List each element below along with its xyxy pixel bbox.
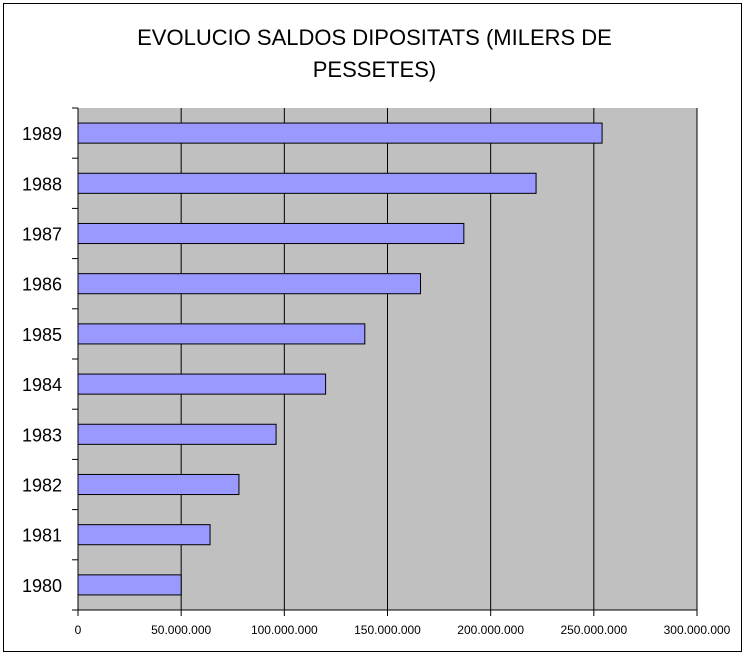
bar-1986 [77, 273, 422, 295]
bar-1982 [77, 473, 240, 496]
x-tick-label: 50.000.000 [151, 623, 211, 637]
y-tick-label: 1981 [22, 526, 62, 546]
y-ticks: 1980 1981 1982 1983 1984 1985 1986 1987 1988 1989 [22, 107, 78, 611]
y-tick-label: 1984 [22, 375, 62, 395]
bar-1988 [77, 172, 537, 194]
y-tick-label: 1986 [22, 275, 62, 295]
x-tick-label: 200.000.000 [457, 623, 524, 637]
bar-1984 [77, 373, 327, 395]
bar-1981 [77, 524, 211, 546]
y-tick-label: 1985 [22, 325, 62, 345]
bar-1983 [77, 423, 277, 445]
y-tick-label: 1980 [22, 576, 62, 596]
x-tick-label: 150.000.000 [354, 623, 421, 637]
x-tick-label: 300.000.000 [664, 623, 731, 637]
bar-1980 [77, 574, 182, 596]
bars [77, 122, 603, 596]
x-ticks: 0 50.000.000 100.000.000 150.000.000 200.000… [75, 610, 731, 637]
x-tick-label: 0 [75, 623, 82, 637]
y-tick-label: 1989 [22, 124, 62, 144]
chart-title: EVOLUCIO SALDOS DIPOSITATS (MILERS DE PE… [0, 22, 749, 86]
x-tick-label: 100.000.000 [251, 623, 318, 637]
y-tick-label: 1983 [22, 425, 62, 445]
bar-1985 [77, 323, 366, 345]
y-tick-label: 1987 [22, 225, 62, 245]
y-tick-label: 1982 [22, 476, 62, 496]
x-tick-label: 250.000.000 [560, 623, 627, 637]
bar-1987 [77, 222, 465, 245]
chart-title-line-1: EVOLUCIO SALDOS DIPOSITATS (MILERS DE [137, 25, 612, 50]
chart-title-line-2: PESSETES) [312, 57, 437, 82]
y-tick-label: 1988 [22, 174, 62, 194]
bar-1989 [77, 122, 603, 144]
